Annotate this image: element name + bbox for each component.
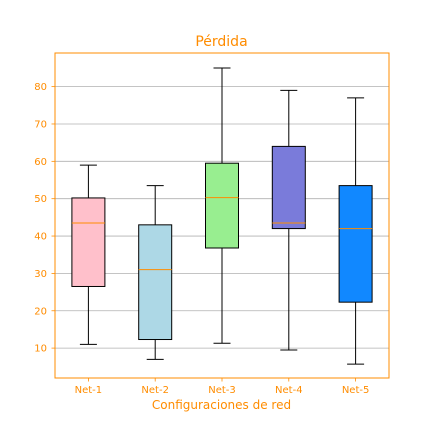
x-tick-label: Net-2: [141, 385, 169, 396]
y-tick-label: 80: [34, 82, 47, 93]
y-tick-label: 50: [34, 194, 47, 205]
x-tick-label: Net-4: [275, 385, 303, 396]
y-tick-label: 40: [34, 232, 47, 243]
box-net-3: [205, 67, 239, 344]
x-axis-title: Configuraciones de red: [152, 398, 291, 412]
box-net-4: [271, 89, 306, 351]
box-net-1: [71, 164, 106, 345]
y-tick-label: 60: [34, 157, 47, 168]
y-tick-label: 20: [34, 306, 47, 317]
box-net-5: [338, 97, 373, 365]
x-axis-ticks: Net-1 Net-2 Net-3 Net-4 Net-5: [75, 378, 370, 396]
y-tick-label: 30: [34, 269, 47, 280]
box-body: [338, 185, 373, 303]
box-body: [71, 197, 106, 287]
y-axis-ticks: 10 20 30 40 50 60 70 80: [34, 82, 55, 355]
x-tick-label: Net-3: [208, 385, 236, 396]
chart-title: Pérdida: [195, 34, 247, 50]
box-body: [271, 145, 306, 230]
y-tick-label: 70: [34, 119, 47, 130]
x-tick-label: Net-1: [75, 385, 103, 396]
box-net-2: [138, 185, 173, 360]
x-tick-label: Net-5: [342, 385, 370, 396]
y-tick-label: 10: [34, 344, 47, 355]
box-body: [138, 224, 173, 341]
boxes-layer: [71, 67, 373, 365]
box-body: [205, 162, 239, 249]
